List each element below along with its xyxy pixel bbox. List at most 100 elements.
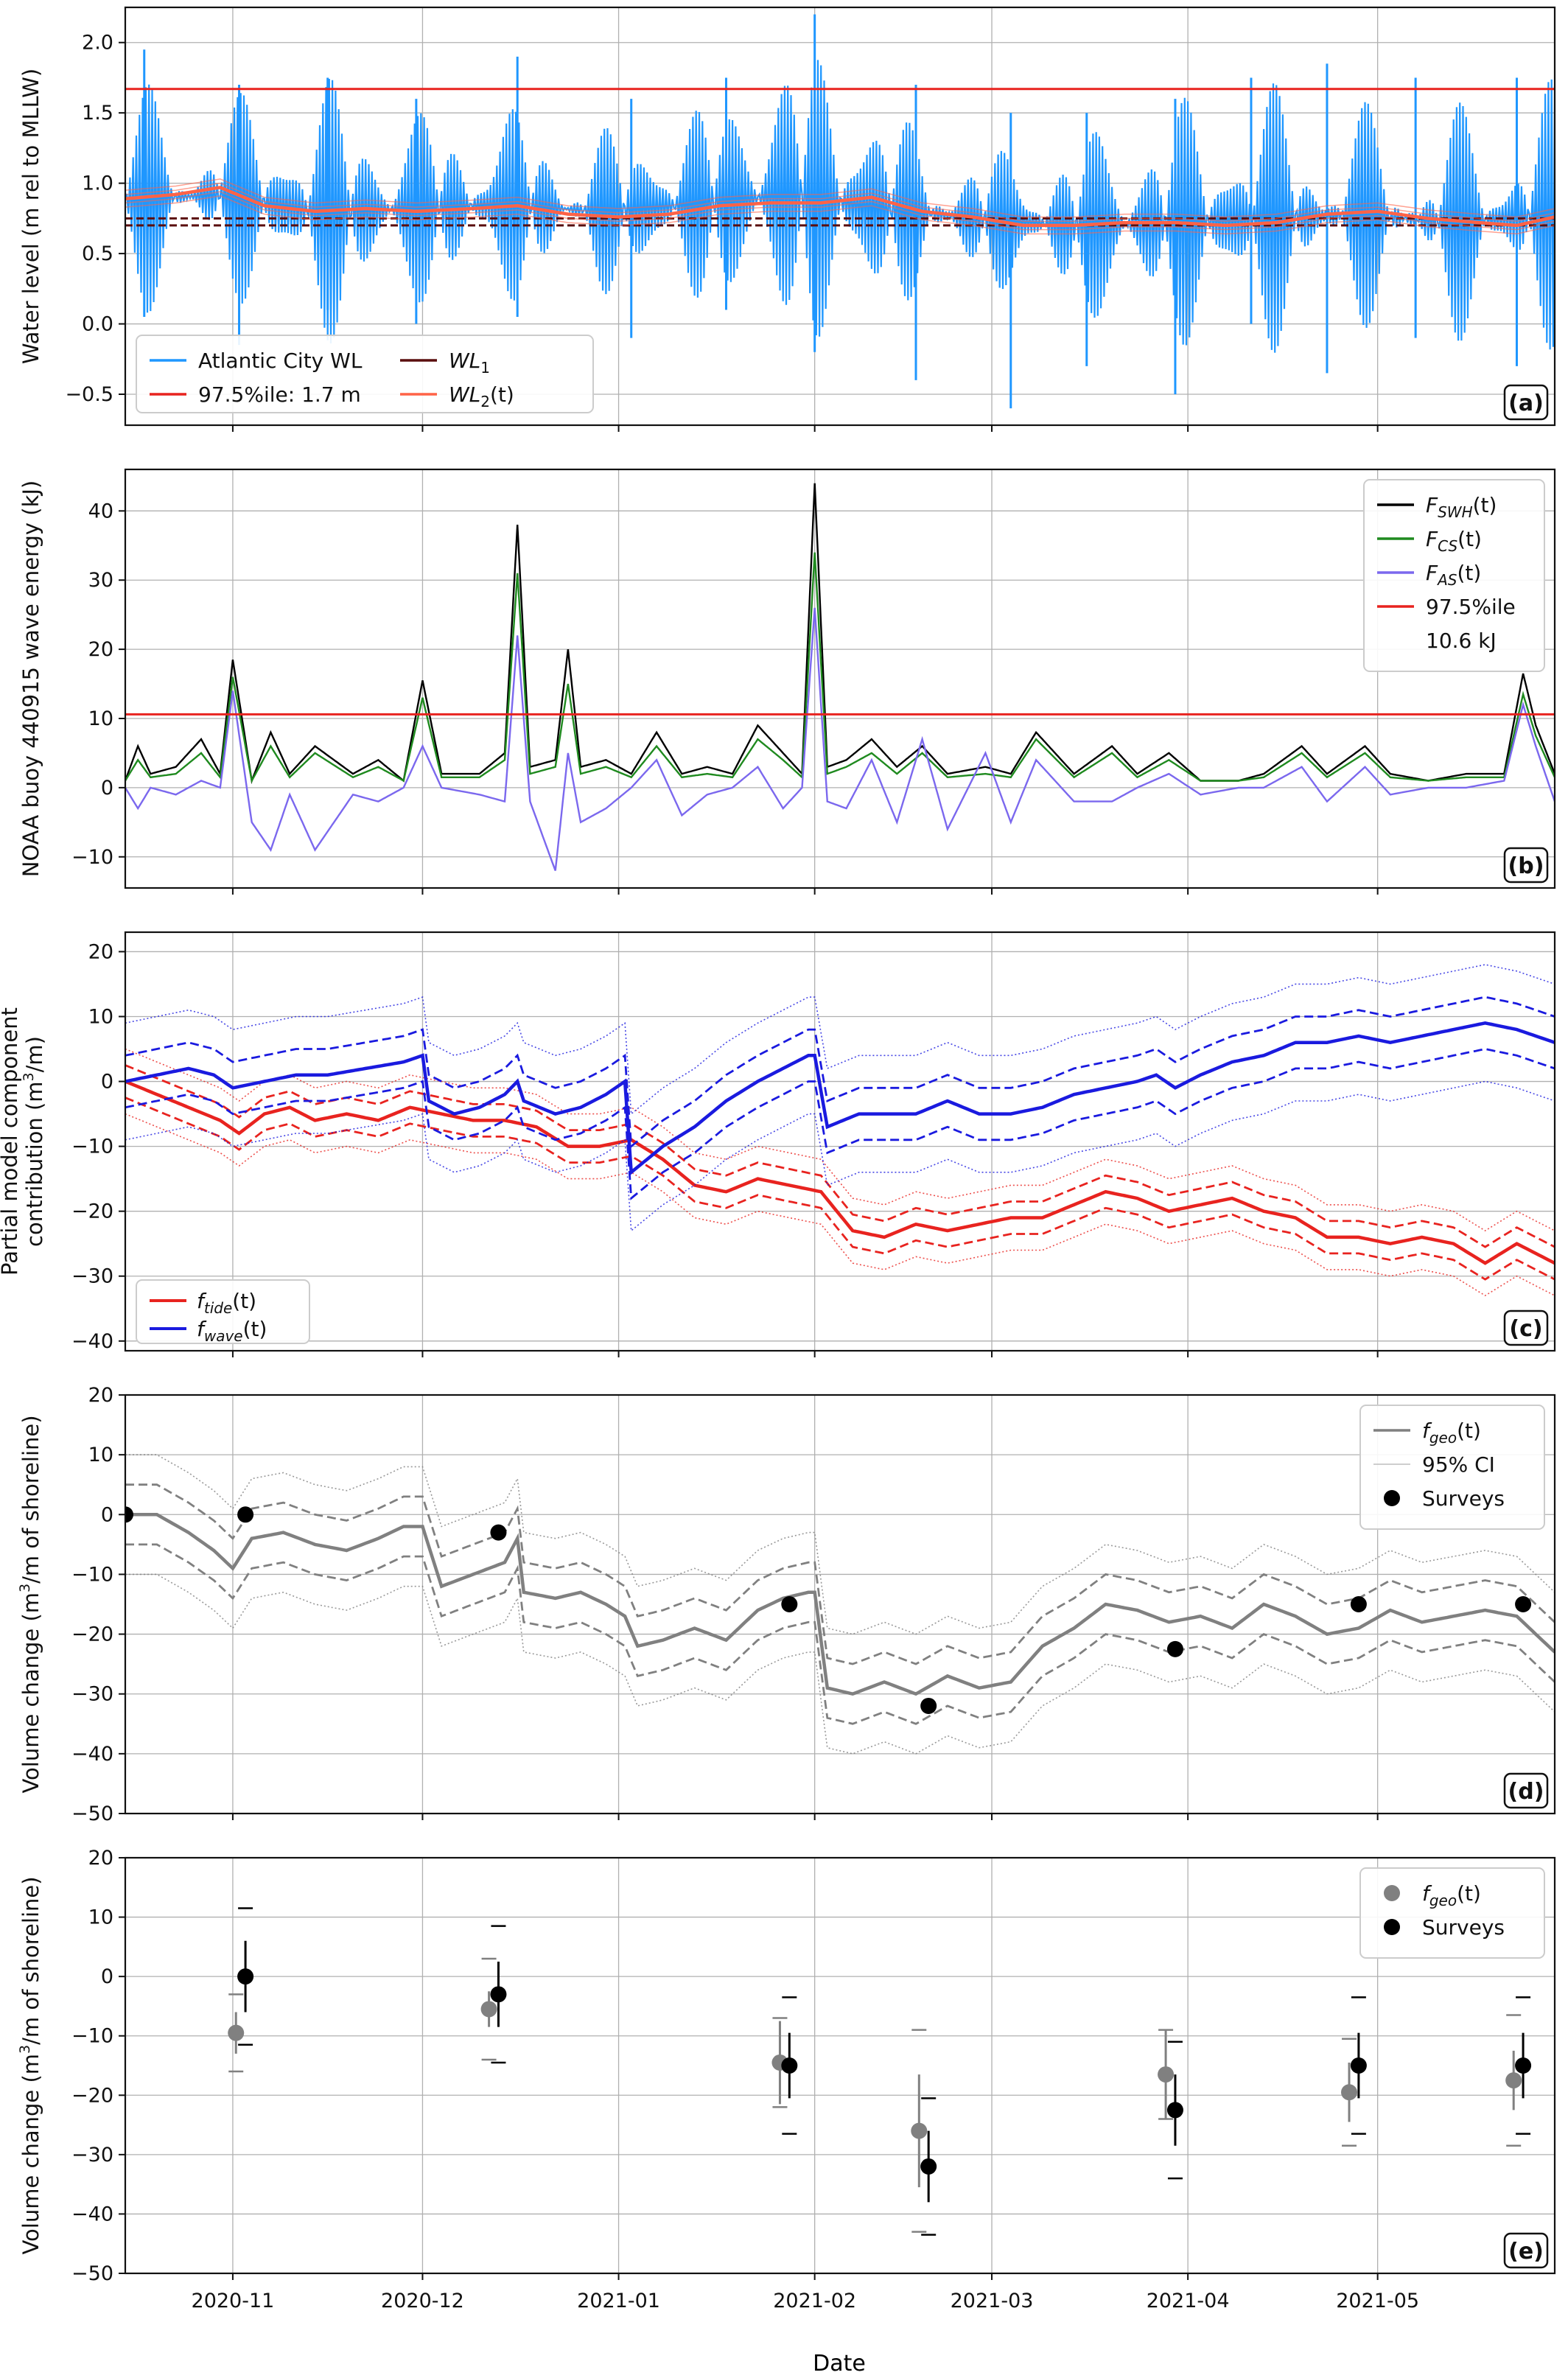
ci-inner (125, 996, 1555, 1149)
y-tick-label: 0 (101, 777, 113, 800)
point (1158, 2066, 1175, 2083)
y-tick-label: 0.5 (82, 242, 113, 265)
plot-frame (124, 6, 1556, 427)
legend-box (1363, 479, 1545, 672)
survey-point (1350, 1596, 1367, 1612)
y-tick-label: −40 (71, 1743, 113, 1766)
y-tick-label: 0 (101, 1965, 113, 1988)
series-a-2 (125, 217, 1555, 227)
legend-label: 97.5%ile (1426, 595, 1516, 619)
y-tick-label: 10 (88, 1906, 113, 1929)
y-tick-label: 20 (88, 940, 113, 963)
legend-b: FSWH(t) FCS(t) FAS(t) 97.5%ile 10.6 kJ (1363, 479, 1545, 672)
series-line (125, 552, 1555, 784)
legend-swatch (1384, 1919, 1400, 1935)
series-b-2 (125, 607, 1555, 871)
series-line (125, 483, 1555, 785)
wl2-band (125, 182, 1555, 222)
point (1515, 2057, 1532, 2074)
y-tick-label: 1.0 (82, 172, 113, 195)
y-axis-label: Partial model componentcontribution (m3/… (0, 1007, 47, 1276)
legend-label: 10.6 kJ (1426, 629, 1497, 653)
point (911, 2122, 928, 2139)
point (237, 1968, 254, 1985)
y-tick-label: 2.0 (82, 32, 113, 55)
y-tick-label: 30 (88, 569, 113, 592)
grid-c (125, 932, 1555, 1351)
y-tick-label: 0 (101, 1071, 113, 1094)
legend-label: WL1 (449, 349, 490, 377)
point (480, 2001, 497, 2018)
y-tick-label: −40 (71, 2203, 113, 2225)
legend-label: FSWH(t) (1426, 493, 1497, 521)
legend-label: Surveys (1422, 1486, 1505, 1511)
legend-label: fgeo(t) (1422, 1881, 1481, 1909)
plot-frame (124, 1856, 1556, 2275)
series-e-0 (228, 1957, 1522, 2233)
legend-a: Atlantic City WL WL1 97.5%ile: 1.7 m WL2(t) (136, 335, 594, 413)
legend-box (1359, 1405, 1545, 1530)
panel-tag: (a) (1508, 391, 1544, 416)
survey-point (1515, 1596, 1532, 1612)
x-tick-label: 2021-03 (951, 2290, 1034, 2312)
panel-tag: (e) (1508, 2239, 1544, 2265)
series-c-0 (125, 1048, 1555, 1297)
legend-swatch (1384, 1490, 1400, 1506)
plot-area-a (125, 14, 1555, 409)
y-tick-label: −20 (71, 1200, 113, 1223)
y-tick-label: 40 (88, 500, 113, 522)
wl-trace (125, 60, 1555, 353)
panel-e: −50 −40 −30 −20 −10 0 10 20 2020-11 2020-12 2021-0… (17, 1847, 1556, 2312)
y-tick-label: 1.5 (82, 102, 113, 125)
wl2-band (125, 178, 1555, 218)
panel-tag: (b) (1508, 853, 1544, 879)
wl2-band (125, 191, 1555, 231)
series-line (125, 607, 1555, 871)
legend-label: ftide(t) (197, 1289, 256, 1317)
y-tick-label: −50 (71, 2262, 113, 2285)
series-b-1 (125, 552, 1555, 784)
point (1341, 2084, 1358, 2101)
series-line (125, 186, 1555, 228)
legend-label: Surveys (1422, 1915, 1505, 1940)
survey-point (781, 1596, 798, 1612)
legend-c: ftide(t)fwave(t) (136, 1279, 310, 1345)
y-tick-label: 0 (101, 1503, 113, 1526)
legend-box (1359, 1867, 1545, 1959)
series-a-3 (125, 178, 1555, 235)
ci-outer (125, 1048, 1555, 1232)
wl2-band (125, 195, 1555, 235)
ci-outer (125, 1573, 1555, 1755)
panel-tag-box (1503, 1309, 1549, 1346)
panel-tag-box (1503, 384, 1549, 421)
series-d-0 (125, 1454, 1555, 1755)
series-line (125, 1021, 1555, 1176)
panel-c: −40 −30 −20 −10 0 10 20 Partial model component… (0, 931, 1556, 1357)
y-tick-label: −0.5 (65, 383, 113, 406)
survey-point (125, 1506, 133, 1523)
y-tick-label: 10 (88, 1444, 113, 1466)
y-axis-label: Water level (m rel to MLLW) (18, 69, 43, 364)
panel-tag: (c) (1509, 1316, 1542, 1342)
y-axis-label: NOAA buoy 440915 wave energy (kJ) (18, 480, 43, 878)
series-c-1 (125, 964, 1555, 1232)
point (1350, 2057, 1367, 2074)
y-tick-label: −30 (71, 1265, 113, 1288)
survey-point (920, 1697, 937, 1714)
y-tick-label: 20 (88, 1847, 113, 1870)
plot-area-e (228, 1907, 1532, 2236)
ci-inner (125, 1483, 1555, 1665)
x-axis-label: Date (813, 2351, 866, 2377)
series-d-2 (125, 1506, 1532, 1714)
y-tick-label: 20 (88, 638, 113, 661)
plot-area-d (125, 1454, 1555, 1755)
panel-tag-box (1503, 2232, 1549, 2269)
y-tick-label: −10 (71, 2025, 113, 2048)
series-e-1 (237, 1907, 1532, 2236)
panel-tag: (d) (1508, 1779, 1544, 1805)
survey-point (490, 1524, 507, 1541)
legend-label: WL2(t) (449, 382, 514, 410)
plot-frame (124, 931, 1556, 1352)
y-tick-label: −10 (71, 1136, 113, 1158)
y-axis-label: Volume change (m3/m of shoreline) (17, 1876, 43, 2254)
